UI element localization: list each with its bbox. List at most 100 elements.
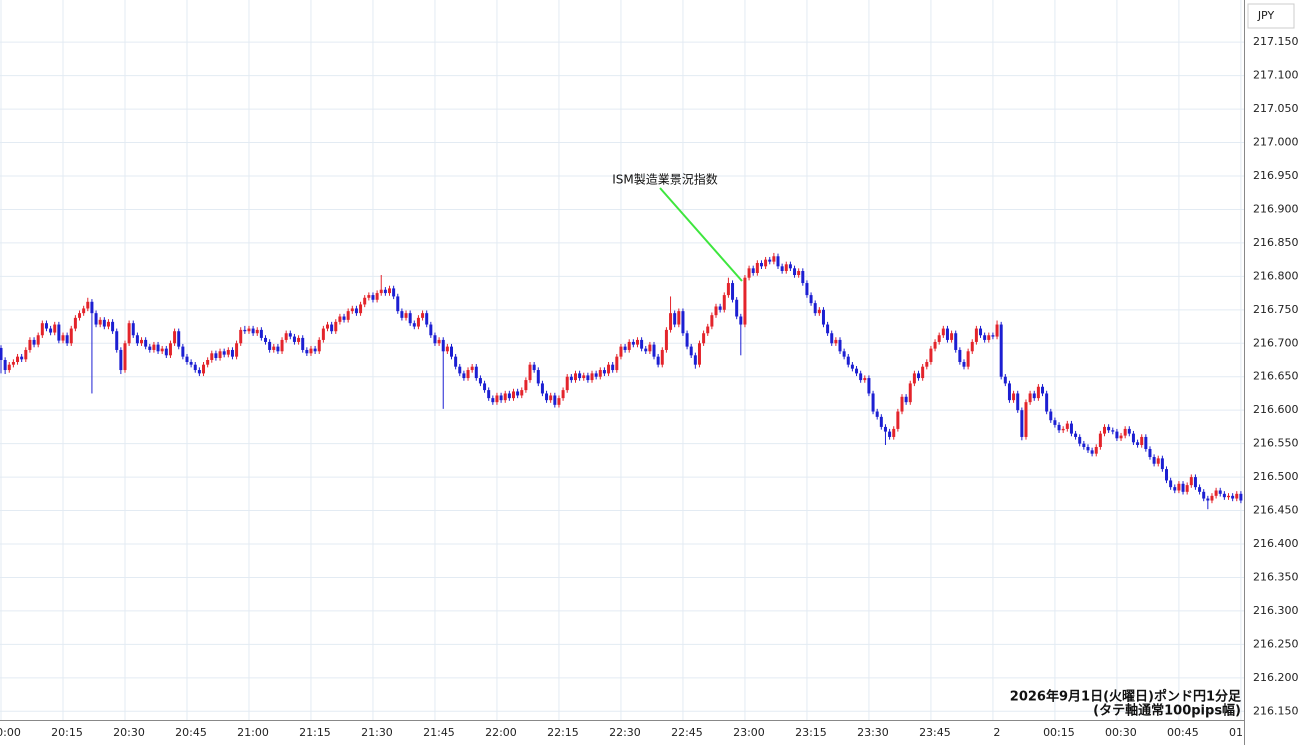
candle-body: [94, 313, 98, 325]
candle-body: [627, 341, 631, 350]
candle-body: [425, 313, 429, 325]
caption-line: 2026年9月1日(火曜日)ポンド円1分足: [1010, 689, 1242, 705]
y-tick-label: 216.200: [1253, 671, 1299, 684]
candle-body: [673, 313, 677, 325]
candle-body: [726, 283, 730, 296]
candle-body: [793, 268, 797, 276]
x-tick-label: 23:00: [733, 726, 765, 739]
candle-body: [511, 391, 515, 399]
candle-body: [722, 295, 726, 310]
candle-body: [375, 293, 379, 300]
y-tick-label: 216.450: [1253, 504, 1299, 517]
candle-body: [1193, 477, 1197, 488]
candle-body: [421, 313, 425, 318]
candle-body: [102, 319, 106, 327]
candle-body: [16, 356, 20, 363]
candle-body: [743, 277, 747, 325]
candle-body: [49, 328, 53, 333]
candle-body: [1131, 433, 1135, 443]
y-tick-label: 217.100: [1253, 69, 1299, 82]
x-tick-label: 00:15: [1043, 726, 1075, 739]
x-tick-label: 23:30: [857, 726, 889, 739]
candle-body: [342, 316, 346, 320]
candle-body: [768, 259, 772, 262]
candle-body: [656, 356, 660, 365]
x-tick-label: 20:00: [0, 726, 21, 739]
candle-body: [1020, 410, 1024, 437]
candle-body: [197, 370, 201, 374]
candle-body: [235, 343, 239, 357]
candle-body: [449, 346, 453, 357]
candle-body: [1082, 443, 1086, 447]
candle-body: [321, 328, 325, 340]
candle-body: [594, 373, 598, 377]
candle-body: [350, 308, 354, 312]
candle-body: [991, 335, 995, 337]
candle-body: [896, 411, 900, 429]
candle-body: [73, 317, 77, 329]
candle-body: [660, 349, 664, 365]
candle-body: [259, 329, 263, 338]
candle-body: [900, 396, 904, 412]
y-tick-label: 216.800: [1253, 269, 1299, 282]
candle-body: [416, 317, 420, 327]
candle-body: [974, 328, 978, 342]
candle-body: [214, 353, 218, 358]
candle-body: [1028, 393, 1032, 403]
y-tick-label: 216.250: [1253, 637, 1299, 650]
candle-body: [863, 378, 867, 381]
candle-body: [1189, 477, 1193, 486]
candle-body: [330, 324, 334, 332]
candle-body: [966, 351, 970, 367]
candle-body: [540, 383, 544, 394]
candle-body: [111, 321, 115, 332]
candle-body: [1111, 430, 1115, 432]
price-axis-panel: [1244, 0, 1300, 745]
candle-body: [0, 347, 3, 360]
candle-body: [578, 373, 582, 379]
candle-body: [536, 370, 540, 384]
candle-body: [144, 339, 148, 347]
candle-body: [168, 343, 172, 356]
candle-body: [759, 262, 763, 267]
candle-body: [218, 351, 222, 358]
candle-body: [1198, 487, 1202, 492]
candle-body: [251, 328, 255, 334]
candle-body: [1041, 386, 1045, 394]
candle-body: [1235, 493, 1239, 499]
candle-body: [582, 375, 586, 379]
candle-body: [462, 373, 466, 379]
candles: [0, 252, 1243, 510]
candle-body: [78, 313, 82, 318]
candle-body: [908, 383, 912, 403]
candle-body: [995, 324, 999, 337]
candle-body: [90, 301, 94, 314]
candle-body: [697, 343, 701, 365]
candle-body: [487, 390, 491, 399]
candle-body: [834, 339, 838, 344]
candle-body: [40, 323, 44, 336]
x-tick-label: 23:45: [919, 726, 951, 739]
candle-body: [396, 296, 400, 312]
candle-body: [1222, 493, 1226, 498]
candle-body: [1090, 450, 1094, 454]
y-tick-label: 216.400: [1253, 537, 1299, 550]
candle-body: [123, 343, 127, 371]
candle-body: [979, 328, 983, 336]
y-tick-label: 217.150: [1253, 35, 1299, 48]
candle-body: [131, 323, 135, 336]
candle-body: [458, 366, 462, 374]
candle-body: [664, 329, 668, 350]
candle-body: [483, 383, 487, 391]
candle-body: [1107, 426, 1111, 431]
y-tick-label: 216.300: [1253, 604, 1299, 617]
x-tick-label: 22:00: [485, 726, 517, 739]
candle-body: [367, 295, 371, 298]
candle-body: [222, 351, 226, 355]
candle-body: [598, 370, 602, 377]
candle-body: [1218, 490, 1222, 494]
candle-body: [702, 333, 706, 344]
currency-box: [1247, 3, 1295, 29]
